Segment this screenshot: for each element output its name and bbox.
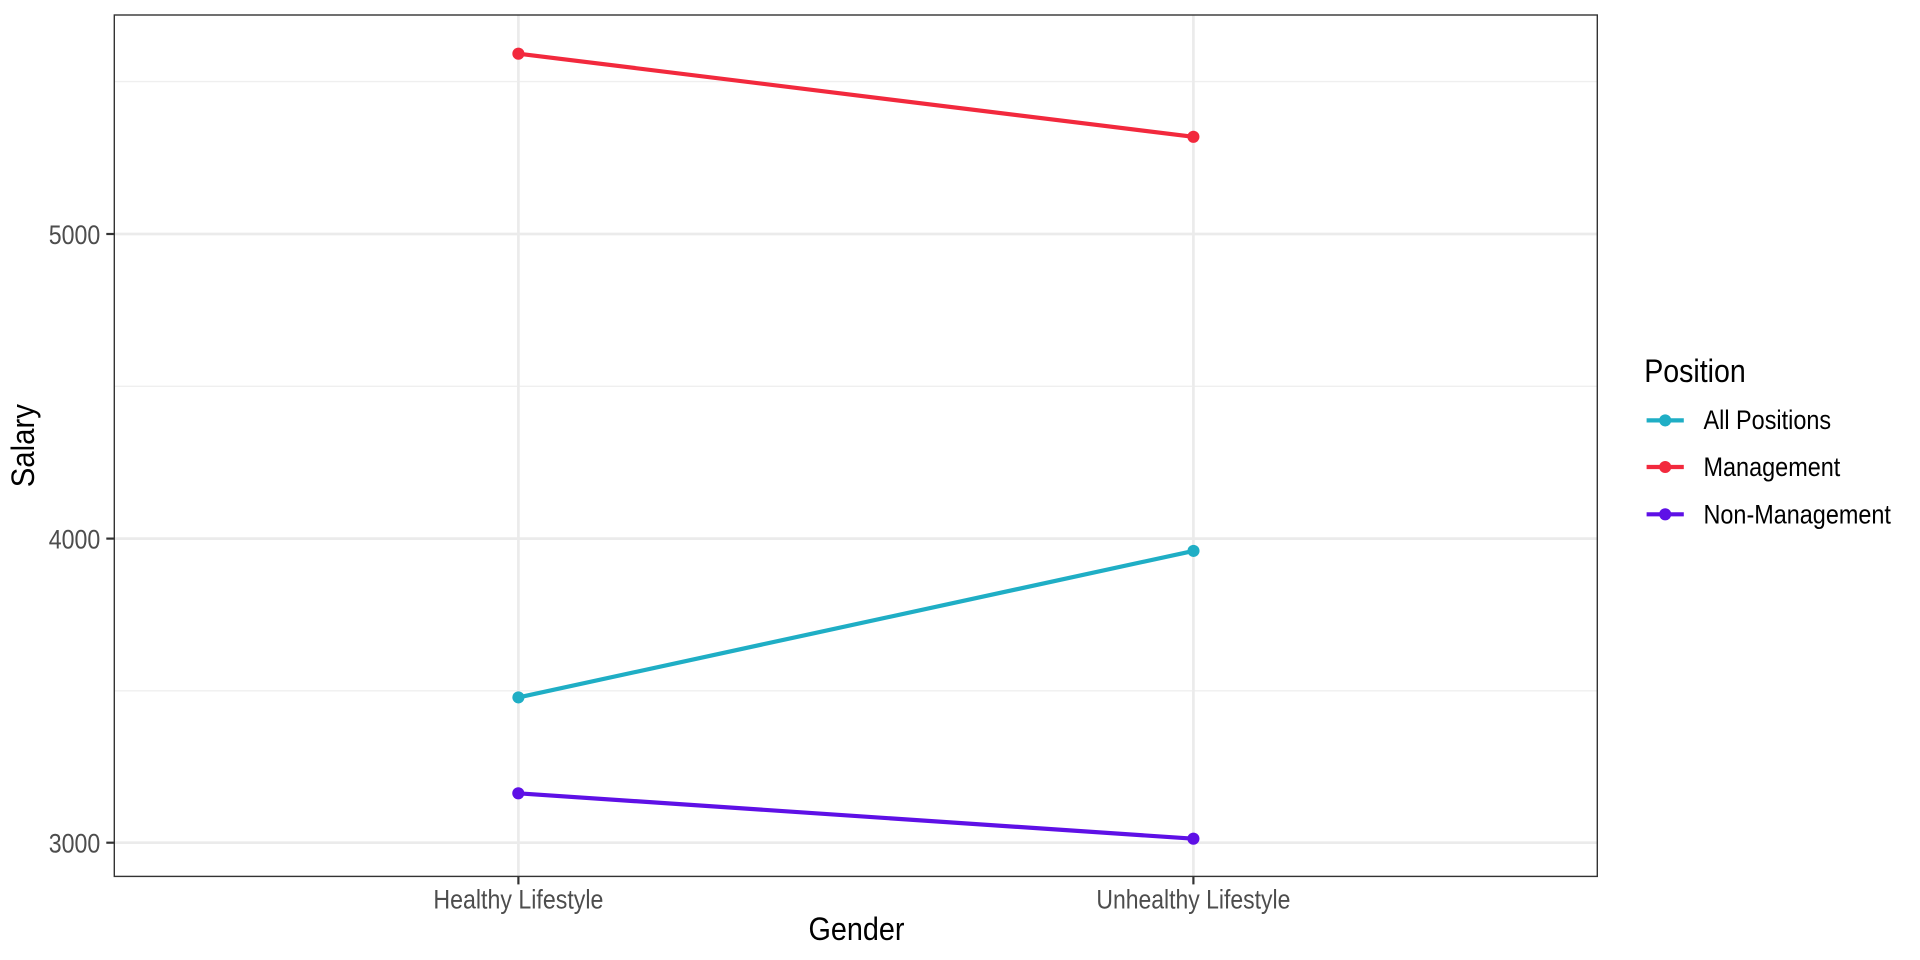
svg-text:All Positions: All Positions bbox=[1704, 405, 1832, 435]
svg-text:3000: 3000 bbox=[49, 828, 101, 858]
svg-text:Non-Management: Non-Management bbox=[1704, 499, 1892, 529]
svg-text:Salary: Salary bbox=[5, 403, 41, 487]
svg-text:Unhealthy Lifestyle: Unhealthy Lifestyle bbox=[1096, 885, 1290, 915]
svg-text:5000: 5000 bbox=[49, 220, 101, 250]
svg-text:Position: Position bbox=[1644, 353, 1746, 389]
svg-text:4000: 4000 bbox=[49, 525, 101, 555]
svg-text:Gender: Gender bbox=[809, 911, 905, 947]
svg-text:Healthy Lifestyle: Healthy Lifestyle bbox=[433, 884, 603, 914]
svg-text:Management: Management bbox=[1704, 452, 1841, 482]
